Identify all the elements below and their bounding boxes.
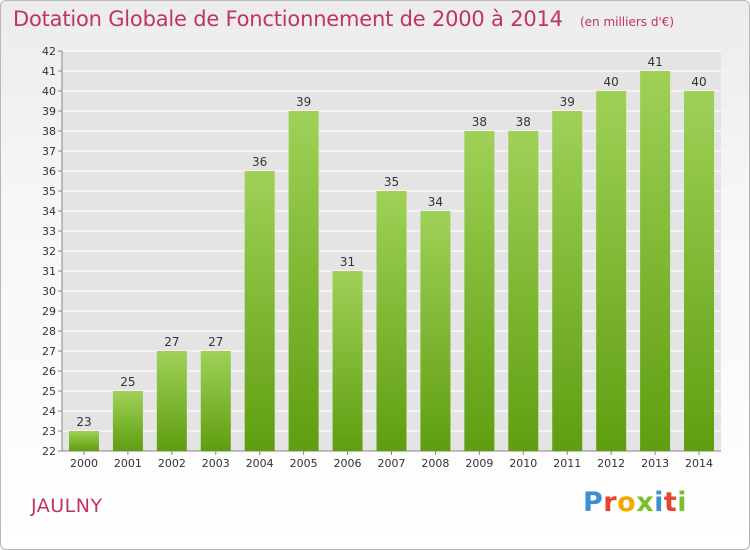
bar-2003: [200, 351, 231, 451]
x-tick-label: 2008: [421, 457, 449, 470]
bar-2010: [508, 131, 539, 451]
bar-2011: [552, 111, 583, 451]
data-label: 34: [428, 195, 443, 209]
data-label: 38: [516, 115, 531, 129]
y-tick-label: 30: [42, 285, 56, 298]
x-tick-label: 2009: [465, 457, 493, 470]
x-tick-label: 2012: [597, 457, 625, 470]
y-tick-label: 41: [42, 65, 56, 78]
x-tick-label: 2000: [70, 457, 98, 470]
x-tick-label: 2002: [158, 457, 186, 470]
proxiti-logo[interactable]: Proxiti: [583, 487, 687, 518]
data-label: 41: [647, 55, 662, 69]
chart-subtitle: (en milliers d'€): [579, 15, 675, 29]
y-tick-label: 23: [42, 425, 56, 438]
bar-2006: [332, 271, 363, 451]
data-label: 39: [296, 95, 311, 109]
data-label: 27: [164, 335, 179, 349]
bar-2012: [596, 91, 627, 451]
x-tick-label: 2014: [685, 457, 713, 470]
data-label: 38: [472, 115, 487, 129]
data-label: 40: [604, 75, 619, 89]
title-row: Dotation Globale de Fonctionnement de 20…: [13, 7, 674, 31]
y-tick-label: 35: [42, 185, 56, 198]
x-tick-label: 2003: [202, 457, 230, 470]
data-label: 36: [252, 155, 267, 169]
y-tick-label: 28: [42, 325, 56, 338]
y-tick-label: 25: [42, 385, 56, 398]
bar-2001: [112, 391, 143, 451]
y-tick-label: 36: [42, 165, 56, 178]
y-tick-label: 24: [42, 405, 56, 418]
data-label: 23: [76, 415, 91, 429]
y-tick-label: 42: [42, 45, 56, 58]
x-tick-label: 2011: [553, 457, 581, 470]
y-tick-label: 26: [42, 365, 56, 378]
data-label: 25: [120, 375, 135, 389]
y-tick-label: 27: [42, 345, 56, 358]
x-tick-label: 2005: [290, 457, 318, 470]
data-label: 35: [384, 175, 399, 189]
bar-2014: [684, 91, 715, 451]
y-tick-label: 32: [42, 245, 56, 258]
bar-2008: [420, 211, 451, 451]
x-tick-label: 2007: [378, 457, 406, 470]
data-label: 31: [340, 255, 355, 269]
bar-2009: [464, 131, 495, 451]
logo-letter: t: [663, 487, 678, 518]
x-tick-label: 2006: [334, 457, 362, 470]
bar-2002: [156, 351, 187, 451]
bar-2013: [640, 71, 671, 451]
logo-letter: x: [636, 487, 655, 518]
data-label: 39: [560, 95, 575, 109]
x-tick-label: 2004: [246, 457, 274, 470]
commune-name: JAULNY: [31, 495, 103, 517]
bar-2005: [288, 111, 319, 451]
y-tick-label: 33: [42, 225, 56, 238]
logo-letter: r: [603, 487, 618, 518]
x-tick-label: 2001: [114, 457, 142, 470]
data-label: 40: [691, 75, 706, 89]
x-tick-label: 2010: [509, 457, 537, 470]
bar-2007: [376, 191, 407, 451]
y-tick-label: 31: [42, 265, 56, 278]
logo-letter: i: [654, 487, 664, 518]
y-tick-label: 22: [42, 445, 56, 458]
bar-2004: [244, 171, 275, 451]
logo-letter: P: [583, 487, 604, 518]
logo-letter: o: [617, 487, 637, 518]
logo-letter: i: [677, 487, 688, 518]
bar-2000: [68, 431, 99, 451]
y-tick-label: 29: [42, 305, 56, 318]
y-tick-label: 40: [42, 85, 56, 98]
data-label: 27: [208, 335, 223, 349]
y-tick-label: 34: [42, 205, 56, 218]
chart-title: Dotation Globale de Fonctionnement de 20…: [13, 7, 563, 31]
x-tick-label: 2013: [641, 457, 669, 470]
y-tick-label: 38: [42, 125, 56, 138]
y-tick-label: 39: [42, 105, 56, 118]
y-tick-label: 37: [42, 145, 56, 158]
